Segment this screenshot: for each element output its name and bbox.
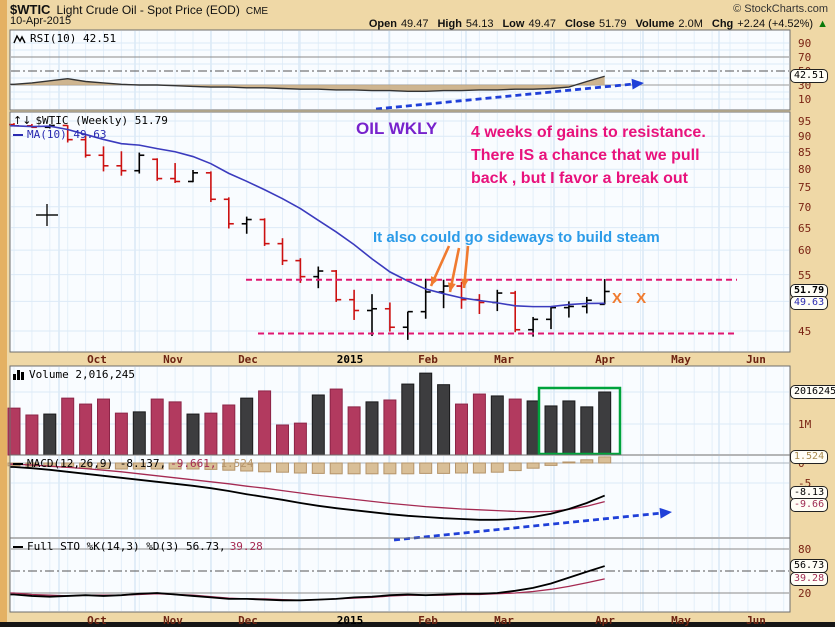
quote-summary: Open 49.47 High 54.13 Low 49.47 Close 51.79 Volu… [360, 14, 828, 32]
month-label: Apr [595, 614, 615, 627]
price-panel-label: ↑↓ $WTIC (Weekly) 51.79 [13, 114, 168, 127]
axis-label: 95 [798, 115, 812, 128]
rsi-label-text: RSI(10) 42.51 [30, 32, 117, 45]
axis-label: 70 [798, 201, 812, 214]
volume-panel-label: Volume 2,016,245 [13, 368, 135, 381]
ticker-symbol: $WTIC [10, 2, 51, 17]
month-label: Dec [238, 614, 258, 627]
sto-label-main: Full STO %K(14,3) %D(3) 56.73, [27, 540, 226, 553]
macd-label-main: MACD(12,26,9) -8.137, [27, 457, 167, 470]
chart-header-line1: $WTIC Light Crude Oil - Spot Price (EOD) C… [10, 1, 268, 19]
month-label: 2015 [336, 353, 364, 366]
axis-label: 85 [798, 146, 812, 159]
annotation-sideways-note: It also could go sideways to build steam [373, 229, 660, 246]
change-up-arrow-icon: ▲ [817, 18, 828, 30]
sto-panel-label: Full STO %K(14,3) %D(3) 56.73, 39.28 [13, 540, 263, 553]
macd-panel-label: MACD(12,26,9) -8.137, -9.661, 1.524 [13, 457, 254, 470]
rsi-panel-label: RSI(10) 42.51 [13, 32, 116, 45]
axis-label: 60 [798, 244, 812, 257]
month-label: Feb [418, 614, 438, 627]
sto-line-icon [13, 545, 23, 548]
month-label: Mar [494, 614, 514, 627]
copyright: © StockCharts.com [733, 3, 828, 15]
macd-line-icon [13, 462, 23, 465]
month-label: May [671, 614, 691, 627]
month-label: Jun [746, 614, 766, 627]
axis-label: 10 [798, 93, 812, 106]
value-bubble: 39.28 [790, 572, 829, 586]
annotation-pink-line2: There IS a chance that we pull [471, 147, 700, 164]
month-label: Jun [746, 353, 766, 366]
quote-label: Low [502, 18, 525, 30]
value-bubble: 1.524 [790, 450, 829, 464]
value-bubble: 2016245 [790, 385, 835, 399]
quote-value: 51.79 [598, 18, 627, 30]
axis-label: 80 [798, 163, 812, 176]
quote-value: 49.47 [528, 18, 556, 30]
value-bubble: 42.51 [790, 69, 829, 83]
volume-bars-icon [13, 369, 24, 380]
macd-label-signal: -9.661, [170, 457, 217, 470]
quote-label: Volume [635, 18, 675, 30]
chart-date: 10-Apr-2015 [10, 15, 72, 27]
bottom-border-bar [0, 622, 835, 627]
value-bubble: 56.73 [790, 559, 829, 573]
annotation-oil-wkly: OIL WKLY [356, 119, 438, 138]
instrument-title: Light Crude Oil - Spot Price (EOD) [56, 3, 240, 17]
axis-label: 20 [798, 587, 812, 600]
quote-label: High [437, 18, 462, 30]
month-label: Apr [595, 353, 615, 366]
month-label: May [671, 353, 691, 366]
axis-label: 80 [798, 543, 812, 556]
ma-label-text: MA(10) 49.63 [27, 128, 107, 141]
price-label-text: $WTIC (Weekly) 51.79 [35, 114, 168, 127]
annotation-pink-line3: back , but I favor a break out [471, 170, 688, 187]
month-label: Nov [163, 614, 183, 627]
month-label: Oct [87, 353, 107, 366]
quote-label: Open [368, 18, 397, 30]
sto-label-d: 39.28 [229, 540, 263, 553]
axis-label: 90 [798, 37, 812, 50]
value-bubble: -9.66 [790, 498, 829, 512]
month-label: Mar [494, 353, 514, 366]
month-label: Feb [418, 353, 438, 366]
ma-legend: MA(10) 49.63 [13, 128, 106, 141]
annotation-pink-note: 4 weeks of gains to resistance. There IS… [471, 121, 706, 190]
annotation-pink-line1: 4 weeks of gains to resistance. [471, 124, 706, 141]
indicator-icon [13, 33, 26, 43]
axis-label: 55 [798, 269, 812, 282]
axis-label: 1M [798, 418, 812, 431]
exchange-label: CME [245, 6, 269, 17]
quote-value: 54.13 [465, 18, 494, 30]
axis-label: 45 [798, 325, 812, 338]
month-label: Nov [163, 353, 183, 366]
value-bubble: 49.63 [790, 296, 829, 310]
axis-label: 70 [798, 51, 812, 64]
macd-label-hist: 1.524 [220, 457, 254, 470]
month-label: Oct [87, 614, 107, 627]
quote-value: 49.47 [400, 18, 429, 30]
updown-arrows-icon: ↑↓ [13, 114, 32, 127]
quote-value: +2.24 (+4.52%) [737, 18, 814, 30]
axis-label: 90 [798, 130, 812, 143]
annotation-xx: X X [612, 290, 652, 307]
volume-label-text: Volume 2,016,245 [29, 368, 135, 381]
left-margin-band [0, 0, 7, 627]
quote-label: Close [564, 18, 595, 30]
axis-label: 75 [798, 181, 812, 194]
month-label: 2015 [336, 614, 364, 627]
ma-line-icon [13, 133, 23, 136]
quote-value: 2.0M [678, 18, 703, 30]
month-label: Dec [238, 353, 258, 366]
axis-label: 65 [798, 222, 812, 235]
quote-label: Chg [711, 18, 734, 30]
